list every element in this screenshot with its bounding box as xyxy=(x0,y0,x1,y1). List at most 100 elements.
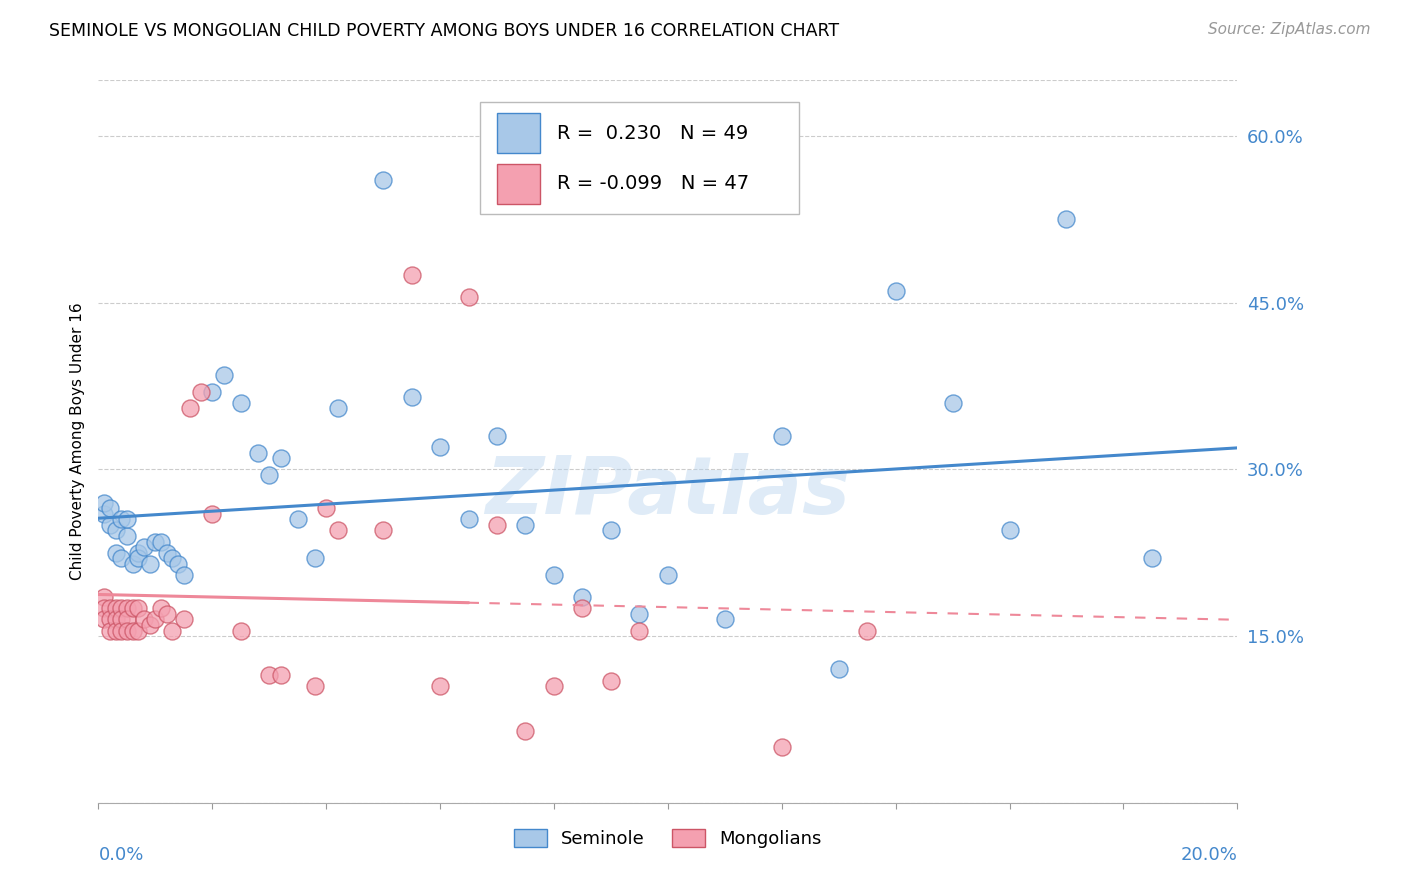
FancyBboxPatch shape xyxy=(479,102,799,214)
Point xyxy=(326,524,349,538)
Point xyxy=(110,601,132,615)
Point xyxy=(156,546,179,560)
Point xyxy=(270,668,292,682)
Point xyxy=(104,624,127,638)
Point xyxy=(121,557,143,571)
Point xyxy=(543,568,565,582)
Y-axis label: Child Poverty Among Boys Under 16: Child Poverty Among Boys Under 16 xyxy=(69,302,84,581)
Point xyxy=(628,624,651,638)
Point xyxy=(304,551,326,566)
Point xyxy=(115,612,138,626)
Point xyxy=(121,601,143,615)
Point xyxy=(373,173,395,187)
Point xyxy=(127,551,149,566)
Point xyxy=(770,740,793,755)
Point xyxy=(457,512,479,526)
Point xyxy=(828,662,851,676)
Point xyxy=(115,512,138,526)
Point xyxy=(571,601,593,615)
Point xyxy=(457,290,479,304)
Text: SEMINOLE VS MONGOLIAN CHILD POVERTY AMONG BOYS UNDER 16 CORRELATION CHART: SEMINOLE VS MONGOLIAN CHILD POVERTY AMON… xyxy=(49,22,839,40)
Point xyxy=(315,501,337,516)
Point xyxy=(229,624,252,638)
Point xyxy=(600,673,623,688)
Point xyxy=(190,384,212,399)
Point xyxy=(229,395,252,409)
Point xyxy=(93,590,115,604)
Point xyxy=(628,607,651,621)
Point xyxy=(104,601,127,615)
Text: R = -0.099   N = 47: R = -0.099 N = 47 xyxy=(557,174,749,194)
Point xyxy=(770,429,793,443)
Point xyxy=(156,607,179,621)
Point xyxy=(287,512,309,526)
Bar xyxy=(498,164,540,203)
Point xyxy=(714,612,737,626)
Point xyxy=(98,517,121,532)
Bar xyxy=(498,113,540,153)
Point xyxy=(145,612,167,626)
Point xyxy=(173,568,195,582)
Point xyxy=(104,612,127,626)
Point xyxy=(884,285,907,299)
Point xyxy=(93,601,115,615)
Point xyxy=(571,590,593,604)
Point xyxy=(373,524,395,538)
Point xyxy=(543,679,565,693)
Point xyxy=(201,507,224,521)
Point xyxy=(115,601,138,615)
Point xyxy=(104,524,127,538)
Point xyxy=(127,601,149,615)
Point xyxy=(856,624,879,638)
Point xyxy=(98,624,121,638)
Point xyxy=(167,557,190,571)
Point xyxy=(304,679,326,693)
Point xyxy=(98,612,121,626)
Point xyxy=(138,618,160,632)
Point xyxy=(1140,551,1163,566)
Text: R =  0.230   N = 49: R = 0.230 N = 49 xyxy=(557,124,748,143)
Point xyxy=(515,723,537,738)
Point xyxy=(259,467,281,482)
Point xyxy=(145,534,167,549)
Point xyxy=(173,612,195,626)
Point xyxy=(429,440,451,454)
Point xyxy=(115,624,138,638)
Point xyxy=(110,624,132,638)
Point xyxy=(93,496,115,510)
Point xyxy=(429,679,451,693)
Point xyxy=(162,551,184,566)
Point xyxy=(179,401,201,416)
Point xyxy=(127,624,149,638)
Point xyxy=(270,451,292,466)
Point xyxy=(132,612,155,626)
Point xyxy=(115,529,138,543)
Point xyxy=(515,517,537,532)
Point xyxy=(132,540,155,554)
Point xyxy=(110,551,132,566)
Text: ZIPatlas: ZIPatlas xyxy=(485,453,851,531)
Point xyxy=(201,384,224,399)
Point xyxy=(326,401,349,416)
Point xyxy=(401,390,423,404)
Point xyxy=(657,568,679,582)
Point xyxy=(150,534,173,549)
Point xyxy=(93,507,115,521)
Point xyxy=(246,445,269,459)
Point xyxy=(162,624,184,638)
Text: Source: ZipAtlas.com: Source: ZipAtlas.com xyxy=(1208,22,1371,37)
Point xyxy=(401,268,423,282)
Point xyxy=(259,668,281,682)
Point xyxy=(600,524,623,538)
Text: 0.0%: 0.0% xyxy=(98,847,143,864)
Point xyxy=(998,524,1021,538)
Point xyxy=(98,601,121,615)
Legend: Seminole, Mongolians: Seminole, Mongolians xyxy=(508,822,828,855)
Point xyxy=(121,624,143,638)
Point xyxy=(212,368,235,382)
Point xyxy=(486,429,509,443)
Point xyxy=(138,557,160,571)
Text: 20.0%: 20.0% xyxy=(1181,847,1237,864)
Point xyxy=(110,512,132,526)
Point xyxy=(98,501,121,516)
